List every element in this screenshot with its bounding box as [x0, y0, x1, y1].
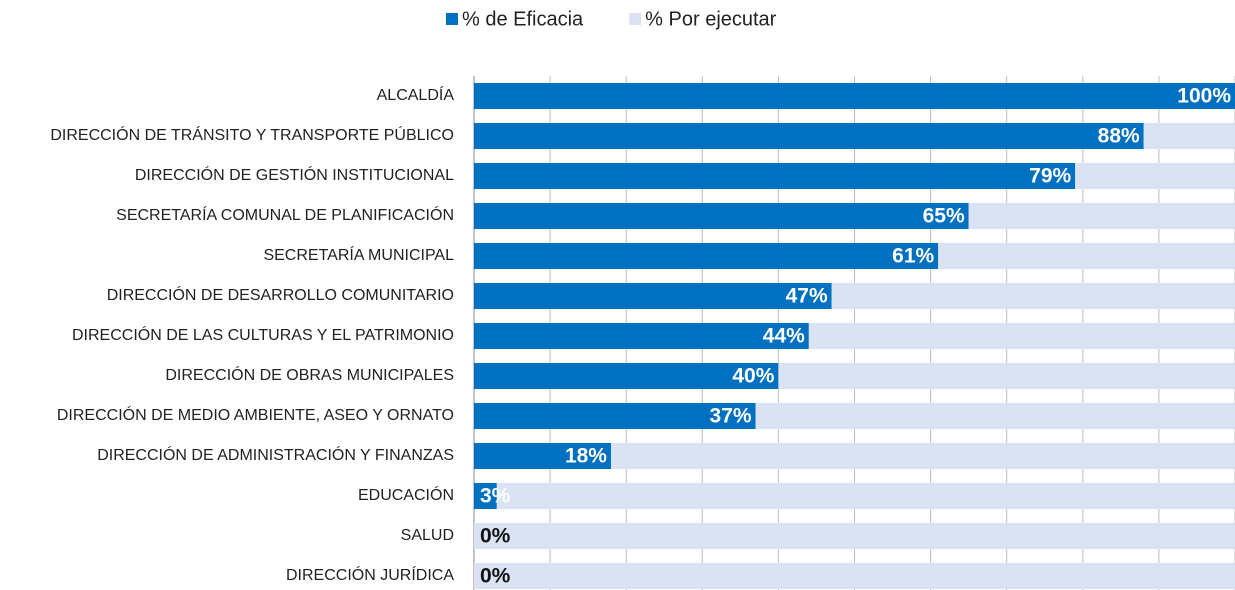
bar	[474, 283, 832, 309]
data-label: 44%	[763, 325, 805, 348]
legend-label: % Por ejecutar	[645, 8, 777, 30]
y-tick-label: DIRECCIÓN JURÍDICA	[286, 565, 454, 584]
y-tick-label: EDUCACIÓN	[358, 485, 454, 504]
bar	[808, 323, 1235, 349]
data-label: 0%	[480, 525, 511, 548]
bar	[474, 243, 939, 269]
bar	[474, 323, 809, 349]
bar	[1143, 123, 1235, 149]
y-tick-label: SECRETARÍA MUNICIPAL	[263, 245, 454, 264]
data-label: 79%	[1029, 165, 1071, 188]
data-label: 65%	[923, 205, 965, 228]
y-tick-label: SECRETARÍA COMUNAL DE PLANIFICACIÓN	[116, 205, 454, 224]
y-tick-label: DIRECCIÓN DE TRÁNSITO Y TRANSPORTE PÚBLI…	[50, 125, 454, 144]
data-label: 61%	[892, 245, 934, 268]
bar	[474, 83, 1235, 109]
bar	[474, 523, 1235, 549]
bar	[778, 363, 1235, 389]
legend-label: % de Eficacia	[462, 8, 584, 30]
bar	[831, 283, 1235, 309]
legend-swatch	[629, 13, 642, 25]
data-label: 3%	[480, 485, 511, 508]
bar	[474, 163, 1076, 189]
bar	[474, 403, 756, 429]
data-label: 40%	[732, 365, 774, 388]
y-tick-label: DIRECCIÓN DE GESTIÓN INSTITUCIONAL	[135, 165, 454, 184]
bar	[474, 443, 611, 469]
bar	[968, 203, 1235, 229]
bar	[496, 483, 1235, 509]
y-tick-label: DIRECCIÓN DE DESARROLLO COMUNITARIO	[107, 285, 454, 304]
bar	[1075, 163, 1235, 189]
bar	[474, 483, 497, 509]
y-tick-label: ALCALDÍA	[377, 85, 455, 104]
data-label: 37%	[710, 405, 752, 428]
data-label: 0%	[480, 565, 511, 588]
y-tick-label: DIRECCIÓN DE OBRAS MUNICIPALES	[165, 365, 454, 384]
bar	[474, 123, 1144, 149]
data-label: 18%	[565, 445, 607, 468]
y-tick-label: DIRECCIÓN DE MEDIO AMBIENTE, ASEO Y ORNA…	[57, 405, 454, 424]
bar	[938, 243, 1235, 269]
data-label: 88%	[1098, 125, 1140, 148]
bar	[755, 403, 1235, 429]
data-label: 100%	[1177, 85, 1231, 108]
y-tick-label: SALUD	[401, 527, 454, 544]
data-label: 47%	[786, 285, 828, 308]
legend-swatch	[446, 13, 458, 25]
bar	[610, 443, 1235, 469]
bar	[474, 363, 779, 389]
bar	[474, 563, 1235, 589]
y-tick-label: DIRECCIÓN DE LAS CULTURAS Y EL PATRIMONI…	[72, 325, 454, 344]
y-tick-label: DIRECCIÓN DE ADMINISTRACIÓN Y FINANZAS	[97, 445, 454, 464]
bar	[474, 203, 969, 229]
